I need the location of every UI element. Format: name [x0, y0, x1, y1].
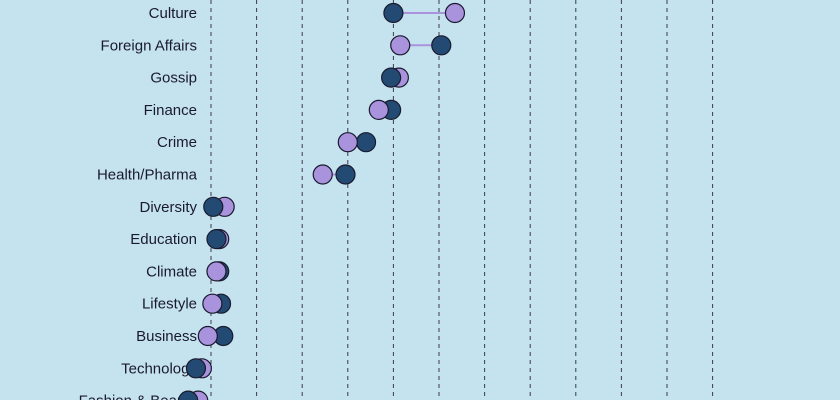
point-series-a — [206, 229, 227, 250]
gridlines — [210, 0, 714, 400]
category-label: Technology — [121, 360, 197, 377]
point-series-a — [383, 2, 404, 24]
point-series-a — [185, 358, 207, 379]
point-series-a — [355, 132, 377, 153]
category-label: Climate — [146, 263, 197, 280]
point-series-b — [390, 35, 411, 56]
category-labels: Culture Foreign Affairs Gossip Finance Crime… — [79, 5, 198, 400]
category-label: Foreign Affairs — [101, 37, 197, 54]
point-series-a — [431, 35, 452, 56]
category-label: Diversity — [139, 199, 197, 216]
category-label: Finance — [144, 102, 197, 119]
category-label: Gossip — [150, 70, 197, 87]
point-series-a — [335, 164, 356, 185]
point-series-b — [197, 325, 218, 347]
point-series-b — [444, 2, 466, 24]
category-label: Crime — [157, 134, 197, 151]
point-series-b — [368, 99, 389, 121]
point-series-a — [203, 196, 224, 217]
point-series-b — [337, 132, 358, 153]
point-series-b — [206, 261, 227, 282]
point-series-b — [202, 293, 223, 314]
category-label: Business — [136, 328, 197, 345]
point-series-b — [312, 164, 333, 185]
category-label: Fashion & Beauty — [79, 393, 198, 400]
category-label: Education — [130, 231, 197, 248]
category-label: Lifestyle — [142, 296, 197, 313]
category-label: Health/Pharma — [97, 167, 198, 184]
data-points — [178, 2, 466, 400]
point-series-a — [178, 390, 199, 400]
point-series-a — [381, 67, 402, 88]
category-label: Culture — [149, 5, 197, 22]
